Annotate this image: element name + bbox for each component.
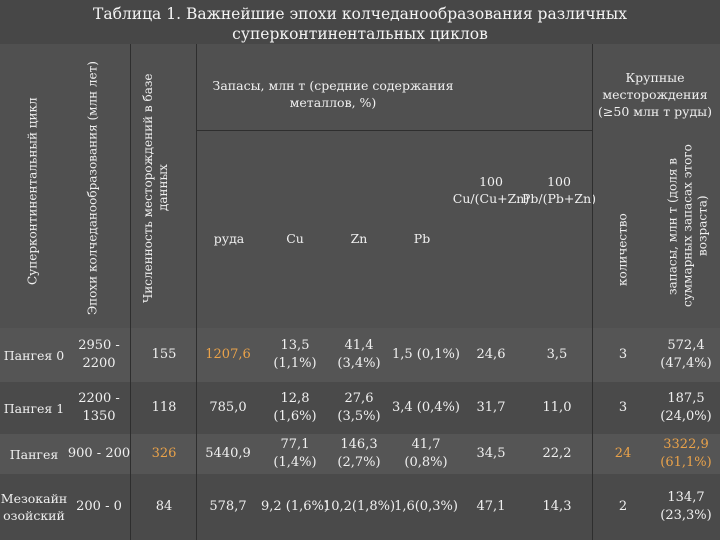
cell-count-row-4: 84	[155, 499, 173, 514]
cell-pb-ratio-row-1: 3,5	[546, 347, 568, 362]
cell-zn-row-1: 41,4 (3,4%)	[337, 338, 381, 371]
cell-large-reserves-row-3: 3322,9 (61,1%)	[660, 437, 712, 470]
cell-count-row-1: 155	[151, 347, 177, 362]
header-cu-ratio: 100 Cu/(Cu+Zn)	[452, 174, 530, 206]
cell-large-count-row-3: 24	[614, 446, 632, 461]
cell-epoch-row-4: 200 - 0	[76, 499, 122, 514]
cell-epoch-row-3: 900 - 200	[67, 446, 131, 461]
cell-large-reserves-row-1: 572,4 (47,4%)	[660, 338, 712, 371]
cell-epoch-row-1: 2950 - 2200	[78, 338, 120, 371]
cell-ore-row-2: 785,0	[209, 400, 247, 415]
cell-cu-ratio-row-4: 47,1	[476, 499, 506, 514]
cell-zn-row-3: 146,3 (2,7%)	[337, 437, 381, 470]
table-title-line1: Таблица 1. Важнейшие эпохи колчеданообра…	[93, 5, 627, 23]
cell-pb-ratio-row-3: 22,2	[542, 446, 572, 461]
cell-zn-row-2: 27,6 (3,5%)	[337, 391, 381, 424]
cell-cu-ratio-row-2: 31,7	[476, 400, 506, 415]
header-band	[0, 44, 720, 328]
row-band-1	[0, 328, 720, 382]
header-zn: Zn	[350, 230, 368, 246]
header-large-reserves: запасы, млн т (доля в суммарных запасах …	[665, 144, 710, 308]
cell-cycle-row-1: Пангея 0	[3, 347, 65, 363]
cell-large-count-row-2: 3	[618, 400, 628, 415]
header-pb: Pb	[413, 230, 431, 246]
cell-ore-row-4: 578,7	[209, 499, 247, 514]
header-ore: руда	[213, 230, 245, 246]
cell-epoch-row-2: 2200 - 1350	[78, 391, 120, 424]
header-count: Численность месторождений в базе данных	[141, 73, 170, 303]
cell-large-reserves-row-2: 187,5 (24,0%)	[660, 391, 712, 424]
header-large: Крупные месторождения (≥50 млн т руды)	[598, 69, 712, 119]
row-band-3	[0, 434, 720, 474]
cell-cu-row-3: 77,1 (1,4%)	[273, 437, 317, 470]
cell-pb-ratio-row-2: 11,0	[542, 400, 572, 415]
cell-cycle-row-3: Пангея	[9, 446, 59, 462]
cell-zn-row-4: 10,2(1,8%)	[322, 499, 396, 514]
cell-cycle-row-2: Пангея 1	[3, 400, 65, 416]
cell-pb-row-4: 1,6(0,3%)	[394, 499, 458, 514]
cell-cycle-row-4: Мезокайнозойский	[0, 491, 68, 523]
header-cu: Cu	[286, 230, 304, 246]
header-epochs: Эпохи колчеданообразования (млн лет)	[85, 61, 100, 315]
table-title: Таблица 1. Важнейшие эпохи колчеданообра…	[0, 0, 720, 44]
cell-cu-ratio-row-1: 24,6	[476, 347, 506, 362]
row-band-4	[0, 474, 720, 540]
header-large-count: количество	[615, 213, 630, 287]
cell-cu-row-1: 13,5 (1,1%)	[273, 338, 317, 371]
header-pb-ratio: 100 Pb/(Pb+Zn)	[522, 174, 596, 206]
cell-pb-ratio-row-4: 14,3	[542, 499, 572, 514]
table-title-line2: суперконтинентальных циклов	[232, 25, 488, 43]
cell-large-count-row-1: 3	[618, 347, 628, 362]
cell-large-reserves-row-4: 134,7 (23,3%)	[660, 490, 712, 523]
header-cycle: Суперконтинентальный цикл	[25, 97, 40, 285]
cell-large-count-row-4: 2	[618, 499, 628, 514]
cell-count-row-2: 118	[151, 400, 177, 415]
cell-pb-row-1: 1,5 (0,1%)	[392, 347, 460, 362]
cell-cu-ratio-row-3: 34,5	[476, 446, 506, 461]
cell-cu-row-4: 9,2 (1,6%)	[261, 499, 329, 514]
cell-count-row-3: 326	[151, 446, 177, 461]
cell-pb-row-2: 3,4 (0,4%)	[392, 400, 460, 415]
cell-ore-row-3: 5440,9	[205, 446, 251, 461]
header-reserves: Запасы, млн т (средние содержания металл…	[212, 78, 454, 110]
cell-pb-row-3: 41,7 (0,8%)	[404, 437, 448, 470]
cell-cu-row-2: 12,8 (1,6%)	[273, 391, 317, 424]
row-band-2	[0, 382, 720, 434]
cell-ore-row-1: 1207,6	[205, 347, 251, 362]
